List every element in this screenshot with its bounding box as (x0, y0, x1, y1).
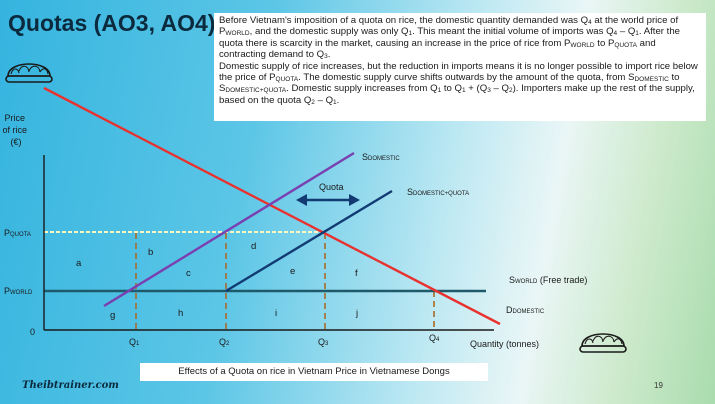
region-g: g (110, 310, 115, 321)
x-axis-label: Quantity (tonnes) (470, 339, 539, 349)
region-e: e (290, 266, 295, 277)
region-a: a (76, 258, 82, 269)
quota-label: Quota (319, 182, 344, 192)
q2-label: Q2 (219, 337, 230, 347)
origin-label: 0 (30, 327, 35, 337)
y-axis-label: Price of rice (€) (2, 113, 29, 147)
region-i: i (275, 308, 277, 319)
quota-arrow (296, 194, 360, 206)
region-b: b (148, 247, 153, 258)
p-quota-label: PQUOTA (4, 228, 31, 238)
sushi-roll-icon (5, 63, 53, 83)
sushi-roll-icon (579, 333, 627, 353)
region-h: h (178, 308, 183, 319)
brand-logo-text: Theibtrainer.com (22, 380, 119, 391)
d-domestic-label: DDOMESTIC (506, 305, 545, 315)
p-world-label: PWORLD (4, 286, 33, 296)
explanation-paragraph-2: Domestic supply of rice increases, but t… (219, 60, 698, 106)
q1-label: Q1 (129, 337, 140, 347)
diagram-caption: Effects of a Quota on rice in Vietnam Pr… (140, 363, 488, 381)
s-domestic-label: SDOMESTIC (362, 152, 400, 162)
s-domestic-quota-curve (225, 189, 393, 293)
region-d: d (251, 241, 256, 252)
s-domestic-quota-label: SDOMESTIC+QUOTA (407, 187, 469, 197)
q4-label: Q4 (429, 333, 440, 343)
d-domestic-curve (43, 86, 501, 326)
region-f: f (355, 268, 358, 279)
slide-title: Quotas (AO3, AO4) (8, 10, 216, 36)
region-c: c (186, 268, 191, 279)
q3-label: Q3 (318, 337, 329, 347)
explanation-text: Before Vietnam's imposition of a quota o… (214, 13, 706, 121)
explanation-paragraph-1: Before Vietnam's imposition of a quota o… (219, 15, 680, 61)
guide-lines (135, 233, 435, 330)
s-domestic-curve (103, 151, 355, 308)
region-j: j (355, 308, 358, 319)
s-world-label: SWORLD (Free trade) (509, 275, 587, 285)
page-number: 19 (654, 381, 663, 390)
